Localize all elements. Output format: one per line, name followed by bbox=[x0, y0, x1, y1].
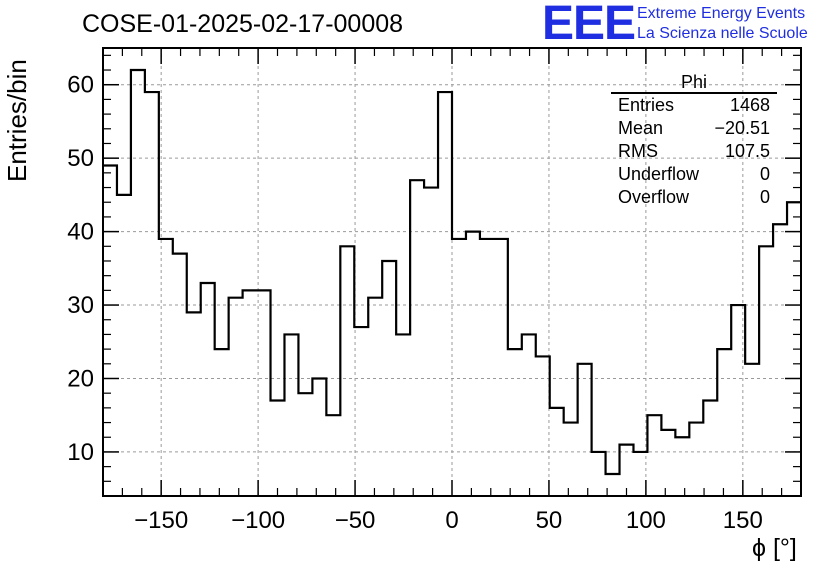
x-tick-label: 0 bbox=[445, 507, 458, 534]
stats-label: Mean bbox=[618, 118, 664, 138]
stats-row-entries: Entries 1468 bbox=[611, 94, 777, 117]
y-axis-label: Entries/bin bbox=[2, 59, 32, 182]
y-tick-label: 60 bbox=[67, 72, 94, 99]
x-tick-label: −150 bbox=[134, 507, 188, 534]
stats-label: Overflow bbox=[618, 187, 690, 207]
logo-subtitle-2: La Scienza nelle Scuole bbox=[637, 25, 808, 42]
stats-value: 0 bbox=[759, 187, 770, 207]
axis-ticks bbox=[103, 48, 801, 497]
stats-value: 1468 bbox=[729, 95, 770, 115]
x-tick-label: −100 bbox=[231, 507, 285, 534]
stats-value: 0 bbox=[759, 164, 770, 184]
y-tick-label: 40 bbox=[67, 219, 94, 246]
stats-row-overflow: Overflow 0 bbox=[611, 186, 777, 209]
x-tick-label: 150 bbox=[723, 507, 763, 534]
x-tick-label: −50 bbox=[335, 507, 376, 534]
stats-row-rms: RMS 107.5 bbox=[611, 140, 777, 163]
stats-label: Underflow bbox=[618, 164, 700, 184]
stats-label: Entries bbox=[618, 95, 675, 115]
stats-row-mean: Mean −20.51 bbox=[611, 117, 777, 140]
stats-box: Phi Entries 1468 Mean −20.51 RMS 107.5 U… bbox=[611, 73, 777, 209]
chart-title: COSE-01-2025-02-17-00008 bbox=[82, 10, 404, 38]
stats-label: RMS bbox=[618, 141, 658, 161]
logo-subtitle-1: Extreme Energy Events bbox=[637, 5, 806, 22]
y-tick-label: 30 bbox=[67, 292, 94, 319]
stats-row-underflow: Underflow 0 bbox=[611, 163, 777, 186]
y-tick-label: 10 bbox=[67, 439, 94, 466]
y-tick-label: 50 bbox=[67, 145, 94, 172]
x-axis-label: ϕ [°] bbox=[752, 534, 797, 562]
stats-title: Phi bbox=[611, 73, 777, 94]
y-tick-label: 20 bbox=[67, 365, 94, 392]
stats-value: 107.5 bbox=[724, 141, 770, 161]
x-tick-label: 100 bbox=[626, 507, 666, 534]
histogram-line bbox=[103, 68, 801, 476]
stats-value: −20.51 bbox=[714, 118, 770, 138]
x-tick-label: 50 bbox=[536, 507, 563, 534]
eee-logo: EEE bbox=[542, 0, 636, 50]
